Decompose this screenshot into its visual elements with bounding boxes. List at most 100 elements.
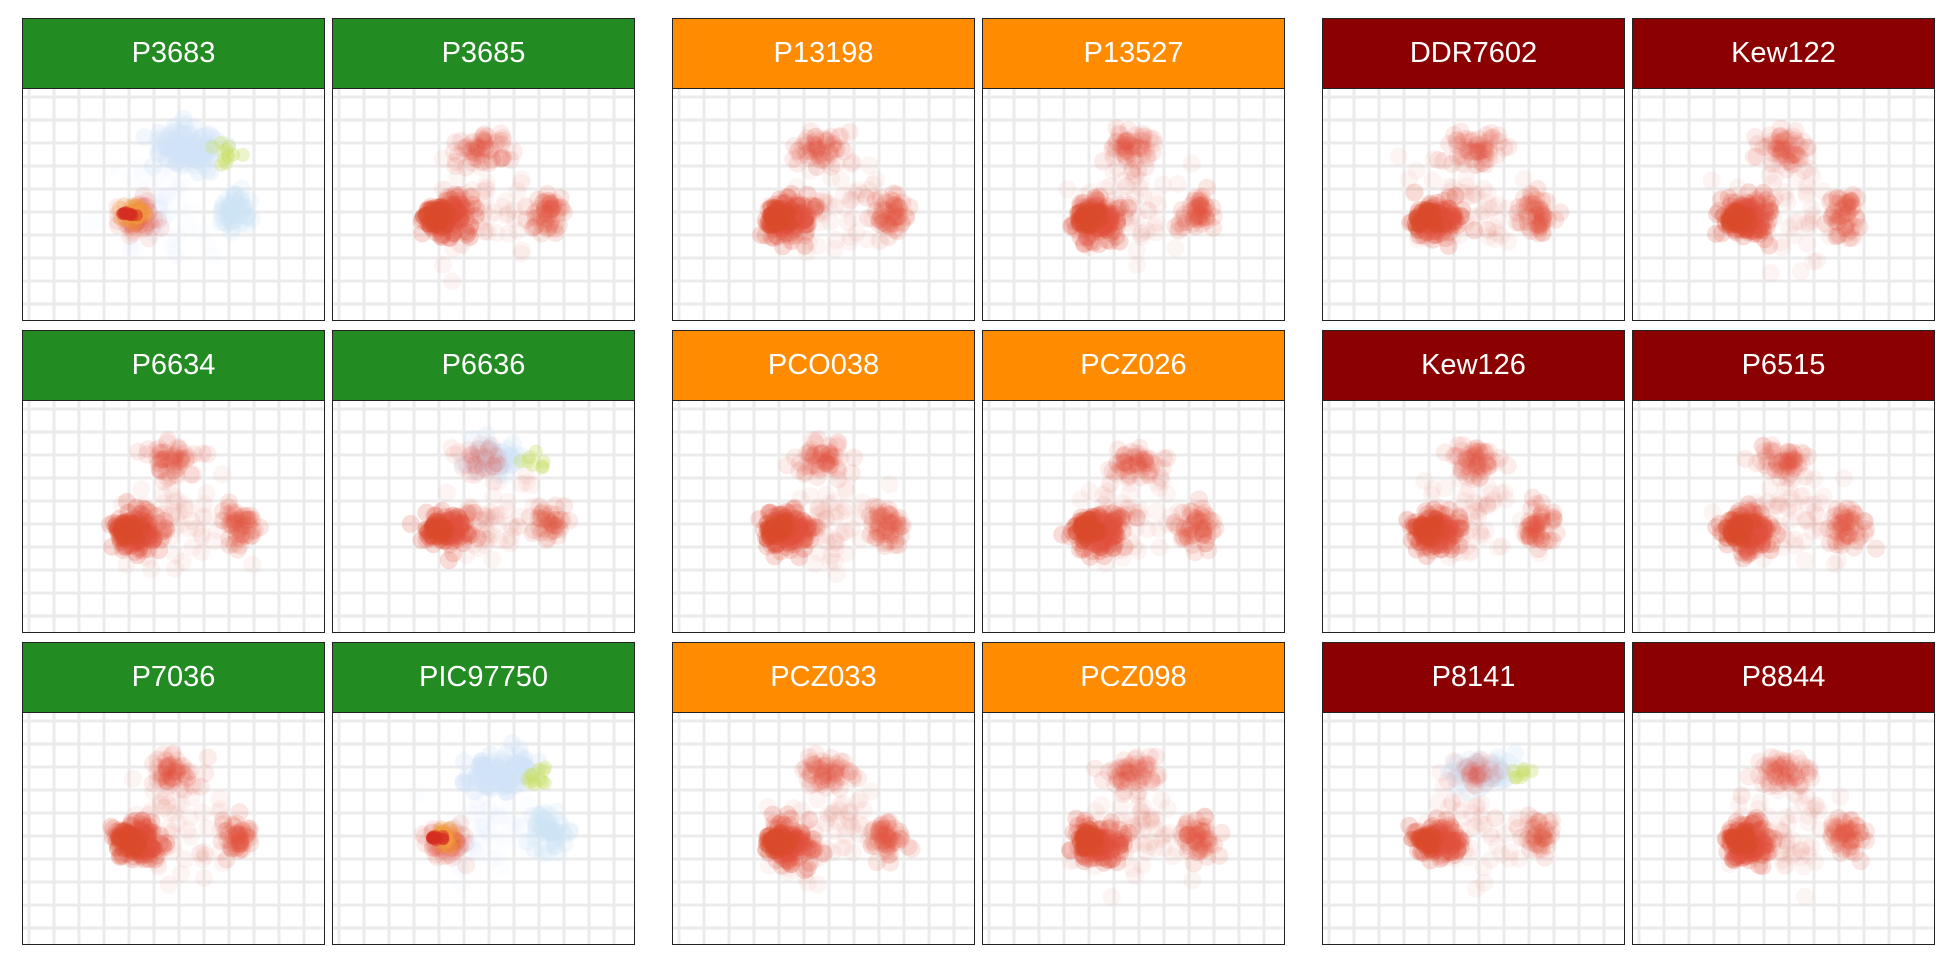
data-point	[219, 196, 238, 215]
data-point	[1192, 841, 1210, 860]
data-point	[1114, 461, 1133, 480]
facet-panel: P13198	[672, 18, 975, 329]
data-point	[133, 528, 152, 547]
data-point	[163, 822, 182, 841]
main-cluster	[752, 184, 826, 256]
data-point	[840, 812, 859, 831]
data-point	[131, 821, 150, 840]
data-point	[1085, 827, 1102, 844]
data-point	[192, 524, 211, 543]
data-point	[118, 513, 137, 532]
data-point	[1075, 539, 1094, 558]
data-point	[1074, 839, 1091, 856]
data-point	[1085, 205, 1104, 224]
data-point	[426, 209, 444, 228]
data-point	[230, 831, 249, 850]
data-point	[1099, 218, 1118, 237]
data-point	[178, 768, 197, 787]
data-point	[539, 814, 558, 832]
data-point	[805, 523, 824, 542]
data-point	[774, 834, 792, 853]
data-point	[451, 195, 470, 214]
data-point	[505, 753, 524, 772]
data-point	[1205, 835, 1224, 854]
data-point	[1073, 845, 1092, 863]
data-point	[1079, 214, 1096, 231]
data-point	[888, 833, 907, 851]
data-point	[1175, 529, 1194, 548]
data-point	[1526, 515, 1545, 534]
data-point	[103, 537, 122, 556]
data-point	[547, 802, 566, 821]
data-point	[824, 139, 842, 158]
data-point	[444, 831, 463, 850]
data-point	[786, 211, 805, 230]
data-point	[881, 514, 900, 533]
data-point	[820, 451, 839, 470]
data-point	[1090, 541, 1109, 560]
data-point	[1063, 216, 1082, 235]
data-point	[1732, 219, 1751, 237]
data-point	[764, 228, 783, 247]
data-point	[893, 193, 912, 212]
data-point	[457, 198, 476, 217]
data-point	[147, 166, 166, 185]
data-point	[1189, 842, 1208, 861]
data-point	[1120, 532, 1139, 551]
data-point	[1739, 210, 1758, 229]
data-point	[494, 447, 513, 466]
data-point	[1097, 510, 1116, 529]
data-point	[784, 218, 803, 237]
data-point	[218, 199, 237, 218]
data-point	[841, 191, 860, 210]
data-point	[156, 443, 175, 462]
data-point	[1724, 205, 1741, 222]
data-point	[788, 204, 807, 223]
data-point	[1422, 207, 1439, 224]
data-point	[447, 527, 466, 546]
data-point	[445, 195, 464, 214]
data-point	[1127, 137, 1146, 156]
data-point	[446, 187, 465, 206]
data-point	[1535, 522, 1554, 540]
data-point	[436, 512, 455, 531]
data-point	[1174, 218, 1193, 237]
data-point	[1124, 448, 1143, 467]
data-point	[760, 521, 779, 540]
data-point	[482, 141, 501, 160]
data-point	[1531, 507, 1550, 526]
data-point	[877, 215, 896, 234]
data-point	[1850, 218, 1869, 237]
data-point	[430, 205, 449, 224]
data-point	[230, 536, 249, 555]
data-point	[475, 222, 493, 241]
data-point	[1115, 453, 1134, 472]
data-point	[1107, 769, 1126, 788]
data-point	[434, 212, 451, 229]
data-point	[480, 438, 499, 457]
data-point	[756, 528, 775, 547]
data-point	[1133, 140, 1152, 158]
core-cluster	[116, 206, 143, 222]
data-point	[124, 833, 141, 850]
data-point	[135, 513, 153, 532]
data-point	[1829, 188, 1848, 207]
data-point	[1543, 531, 1562, 550]
data-point	[1072, 520, 1089, 537]
data-point	[1081, 232, 1100, 251]
data-point	[1193, 208, 1212, 227]
data-point	[873, 208, 892, 227]
data-point	[1777, 160, 1796, 179]
data-point	[784, 799, 803, 818]
data-point	[102, 158, 121, 177]
data-point	[547, 516, 566, 535]
data-point	[788, 195, 807, 214]
halo-points	[104, 769, 232, 894]
data-point	[806, 444, 825, 463]
data-point	[448, 167, 467, 186]
data-point	[427, 213, 446, 232]
data-point	[134, 836, 153, 855]
data-point	[168, 796, 187, 815]
data-point	[1119, 763, 1138, 782]
data-point	[766, 835, 783, 852]
